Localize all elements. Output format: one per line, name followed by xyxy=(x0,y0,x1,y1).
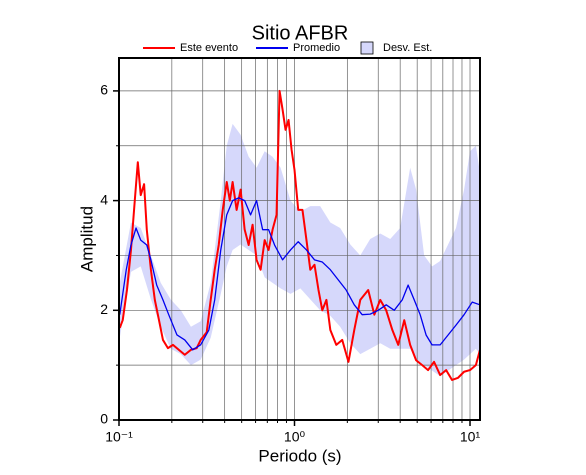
legend-label: Desv. Est. xyxy=(383,42,432,54)
series-line xyxy=(118,89,481,381)
y-tick-label: 0 xyxy=(100,411,108,427)
std-band xyxy=(119,123,481,377)
y-tick-label: 6 xyxy=(100,82,108,98)
x-tick-label: 10⁻¹ xyxy=(105,429,133,445)
legend-swatch xyxy=(360,41,374,55)
legend-label: Promedio xyxy=(293,42,340,54)
series-line xyxy=(119,197,481,351)
x-tick-label: 10¹ xyxy=(460,429,481,445)
x-axis-label: Periodo (s) xyxy=(258,446,341,465)
chart-title: Sitio AFBR xyxy=(252,22,349,44)
legend-label: Este evento xyxy=(180,42,238,54)
y-tick-label: 4 xyxy=(100,191,108,207)
y-axis-label: Amplitud xyxy=(77,206,96,272)
y-tick-label: 2 xyxy=(100,301,108,317)
legend: Este evento Promedio Desv. Est. xyxy=(143,41,432,55)
x-tick-label: 10⁰ xyxy=(284,429,306,445)
plot-frame xyxy=(118,57,481,421)
